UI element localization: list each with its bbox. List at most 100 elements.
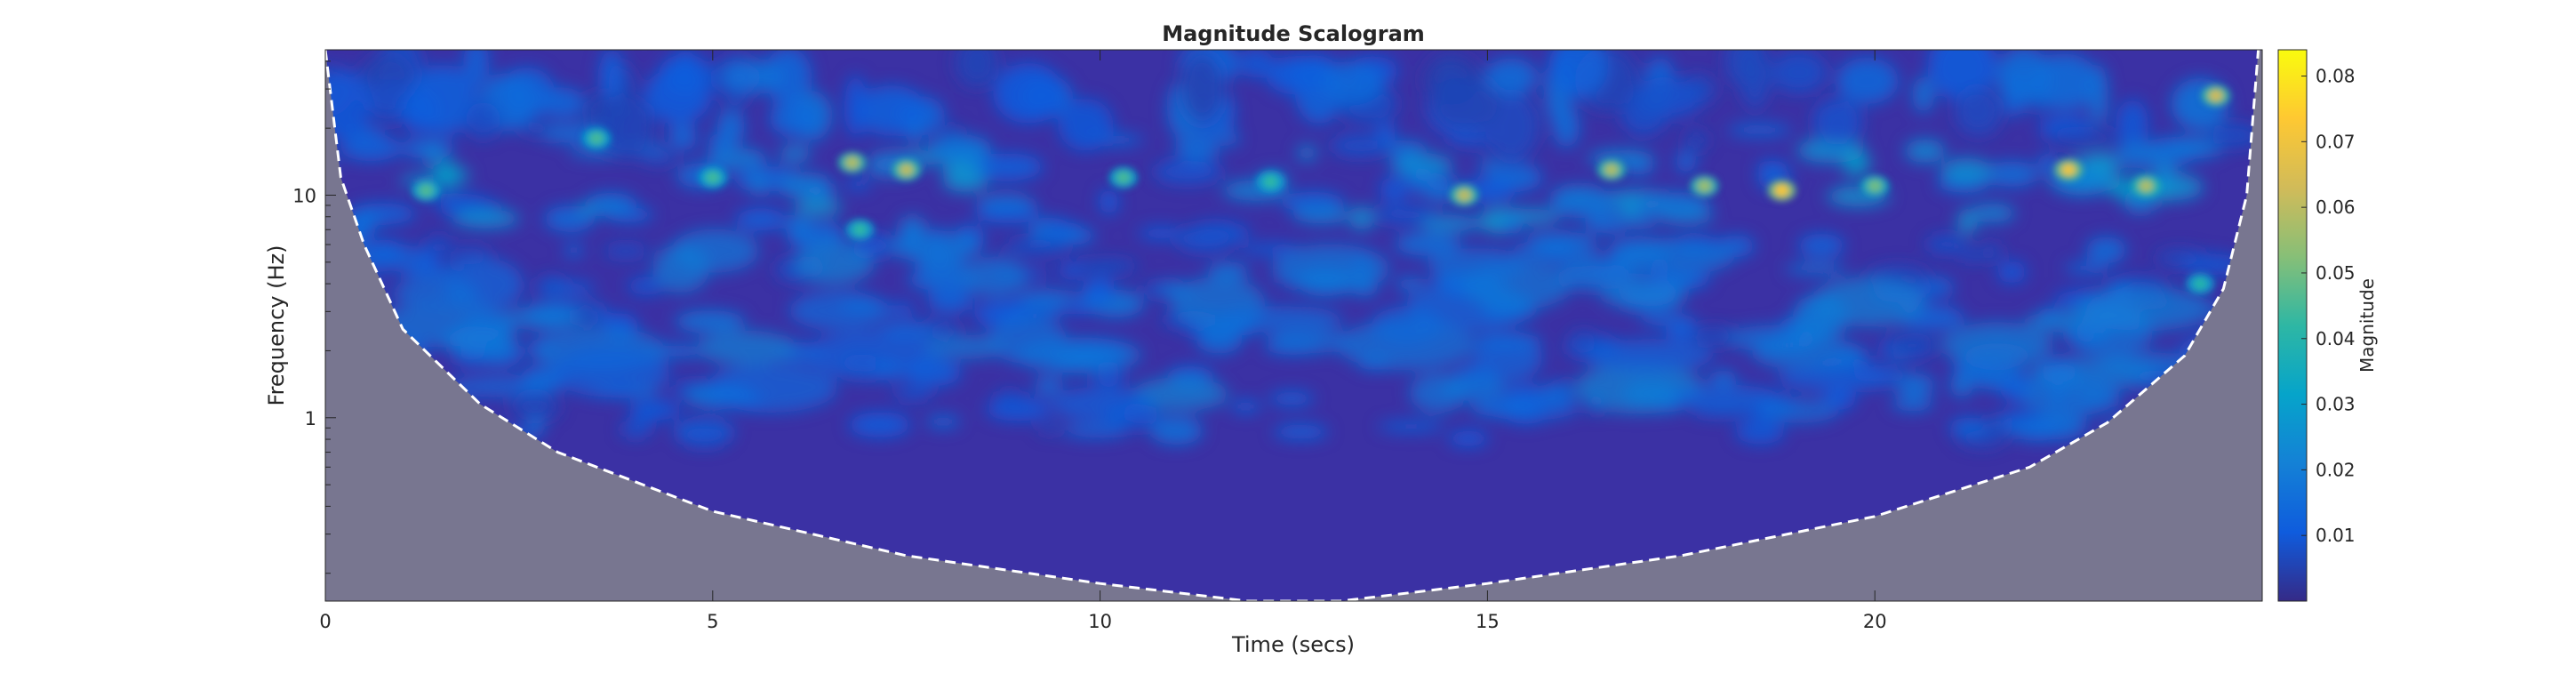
heatmap-cell xyxy=(2010,417,2064,441)
heatmap-cell xyxy=(1985,161,2039,187)
heatmap-cell xyxy=(1348,206,1375,230)
heatmap-cell xyxy=(1018,290,1078,304)
colorbar-tick-label: 0.05 xyxy=(2316,262,2356,284)
heatmap-cell xyxy=(1895,373,1935,396)
heatmap-cell xyxy=(1321,61,1385,106)
heatmap-cell xyxy=(1372,306,1443,345)
heatmap-cell xyxy=(1771,51,1827,94)
heatmap-cell xyxy=(1996,50,2052,105)
heatmap-cell xyxy=(975,201,1039,223)
heatmap-cell xyxy=(1473,333,1543,381)
heatmap-cell xyxy=(1383,140,1427,155)
heatmap-cell xyxy=(1377,421,1445,432)
heatmap-cell xyxy=(1394,232,1461,256)
heatmap-cell xyxy=(1037,422,1061,434)
heatmap-cell xyxy=(669,122,697,151)
heatmap-cell xyxy=(1757,160,1787,175)
heatmap-cell xyxy=(325,68,372,140)
heatmap-cell xyxy=(1812,98,1863,145)
heatmap-cell xyxy=(708,133,733,152)
heatmap-cell xyxy=(883,302,916,316)
heatmap-hotspot-core xyxy=(2139,180,2154,193)
y-tick-label: 1 xyxy=(305,408,316,429)
heatmap-cell xyxy=(400,265,452,279)
heatmap-cell xyxy=(1891,395,1934,412)
heatmap-cell xyxy=(421,145,444,164)
heatmap-cell xyxy=(1395,277,1425,291)
heatmap-hotspot-core xyxy=(589,132,604,145)
heatmap-cell xyxy=(627,277,665,295)
colorbar-tick-label: 0.08 xyxy=(2316,66,2356,87)
heatmap-cell xyxy=(1843,152,1871,177)
heatmap-cell xyxy=(856,85,927,136)
heatmap-cell xyxy=(1051,387,1154,422)
heatmap-cell xyxy=(599,50,623,100)
colorbar-tick-label: 0.04 xyxy=(2316,328,2356,349)
heatmap-cell xyxy=(2091,151,2113,173)
heatmap-cell xyxy=(1059,261,1085,280)
heatmap-cell xyxy=(423,236,454,253)
heatmap-cell xyxy=(1672,384,1780,411)
heatmap-cell xyxy=(1411,165,1432,184)
heatmap-cell xyxy=(652,244,710,293)
heatmap-cell xyxy=(544,205,595,232)
heatmap-cell xyxy=(377,301,515,348)
heatmap-cell xyxy=(1692,325,1738,347)
x-tick-label: 20 xyxy=(1863,611,1887,632)
colorbar-label: Magnitude xyxy=(2356,278,2378,373)
heatmap-cell xyxy=(2049,131,2120,146)
heatmap-cell xyxy=(794,198,843,216)
heatmap-cell xyxy=(1266,55,1328,95)
heatmap-cell xyxy=(1272,244,1389,293)
heatmap-cell xyxy=(452,208,520,229)
heatmap-cell xyxy=(1086,277,1115,304)
heatmap-cell xyxy=(1330,133,1392,157)
heatmap-cell xyxy=(2124,193,2157,213)
heatmap-cell xyxy=(845,177,871,190)
heatmap-cell xyxy=(1752,338,1865,370)
heatmap-cell xyxy=(465,101,501,140)
heatmap-cell xyxy=(674,310,746,333)
heatmap-cell xyxy=(1409,373,1467,413)
heatmap-cell xyxy=(659,54,712,94)
heatmap-cell xyxy=(1180,52,1224,123)
heatmap-cell xyxy=(1940,322,2053,368)
heatmap-cell xyxy=(1836,57,1899,105)
heatmap-hotspot-core xyxy=(2193,277,2208,291)
heatmap-cell xyxy=(1622,158,1655,174)
heatmap-cell xyxy=(1501,218,1523,234)
heatmap-cell xyxy=(925,415,961,429)
heatmap-cell xyxy=(1174,225,1236,253)
heatmap-cell xyxy=(1153,159,1223,185)
heatmap-cell xyxy=(1033,377,1063,395)
heatmap-cell xyxy=(1549,50,1609,99)
heatmap-cell xyxy=(973,153,1044,181)
heatmap-cell xyxy=(1484,91,1540,162)
heatmap-cell xyxy=(340,134,402,162)
heatmap-cell xyxy=(942,170,988,192)
heatmap-cell xyxy=(585,192,637,217)
heatmap-cell xyxy=(1777,365,1898,391)
heatmap-cell xyxy=(2037,153,2059,173)
heatmap-cell xyxy=(1954,87,2003,137)
heatmap-cell xyxy=(2166,137,2223,159)
heatmap-cell xyxy=(2064,261,2109,274)
heatmap-cell xyxy=(955,50,999,88)
heatmap-cell xyxy=(1949,372,1973,397)
heatmap-cell xyxy=(1949,417,1989,437)
heatmap-cell xyxy=(993,63,1065,124)
heatmap-cell xyxy=(1076,258,1139,275)
heatmap-cell xyxy=(2020,374,2119,417)
heatmap-cell xyxy=(599,96,655,159)
heatmap-cell xyxy=(807,329,941,381)
heatmap-cell xyxy=(2207,122,2260,148)
heatmap-cell xyxy=(1419,215,1480,232)
heatmap-cell xyxy=(2114,140,2163,168)
heatmap-cell xyxy=(1214,306,1344,333)
x-tick-label: 0 xyxy=(319,611,331,632)
heatmap-cell xyxy=(1448,430,1489,447)
heatmap-cell xyxy=(630,403,668,422)
heatmap-cell xyxy=(892,386,934,401)
heatmap-cell xyxy=(540,87,585,118)
